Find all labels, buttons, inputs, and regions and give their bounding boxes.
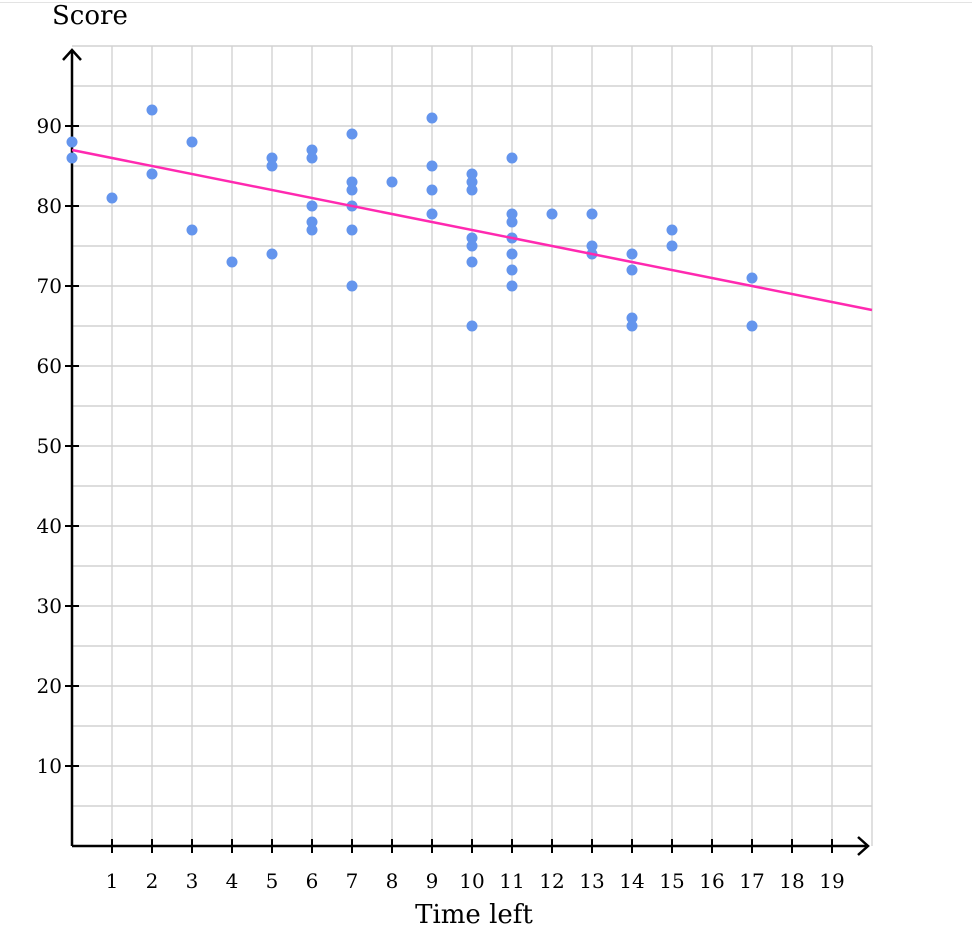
data-point: [346, 280, 358, 292]
data-point: [506, 248, 518, 260]
x-tick-label: 6: [306, 869, 319, 893]
y-tick-label: 20: [37, 674, 62, 698]
data-point: [146, 168, 158, 180]
data-point: [546, 208, 558, 220]
y-tick-label: 10: [37, 754, 62, 778]
y-tick-label: 30: [37, 594, 62, 618]
data-point: [466, 176, 478, 188]
data-point: [586, 240, 598, 252]
x-tick-label: 7: [346, 869, 359, 893]
x-tick-label: 4: [226, 869, 239, 893]
data-points: [66, 104, 758, 332]
data-point: [426, 208, 438, 220]
x-tick-label: 8: [386, 869, 399, 893]
y-tick-label: 70: [37, 274, 62, 298]
data-point: [346, 224, 358, 236]
y-tick-label: 80: [37, 194, 62, 218]
data-point: [66, 152, 78, 164]
data-point: [386, 176, 398, 188]
data-point: [306, 216, 318, 228]
axes: [62, 48, 870, 856]
y-tick-label: 60: [37, 354, 62, 378]
x-tick-label: 16: [699, 869, 724, 893]
y-ticks: 10 20 30 40 50 60 70 80 90: [37, 114, 79, 778]
data-point: [746, 320, 758, 332]
data-point: [506, 152, 518, 164]
data-point: [626, 264, 638, 276]
x-tick-label: 18: [779, 869, 804, 893]
data-point: [506, 216, 518, 228]
data-point: [426, 160, 438, 172]
trend-line-group: [71, 148, 873, 312]
data-point: [306, 152, 318, 164]
data-point: [626, 320, 638, 332]
y-tick-label: 90: [37, 114, 62, 138]
x-tick-label: 1: [106, 869, 119, 893]
data-point: [626, 248, 638, 260]
x-tick-label: 9: [426, 869, 439, 893]
data-point: [346, 184, 358, 196]
y-axis-arrow: [62, 48, 82, 61]
data-point: [666, 240, 678, 252]
x-ticks: 1 2 3 4 5 6 7 8 9 10 11 12 13 14 15 16 17 18 19: [106, 839, 845, 893]
x-tick-label: 3: [186, 869, 199, 893]
y-tick-label: 50: [37, 434, 62, 458]
data-point: [266, 160, 278, 172]
data-point: [306, 144, 318, 156]
y-axis-title: Score: [52, 1, 128, 31]
data-point: [266, 248, 278, 260]
data-point: [506, 264, 518, 276]
data-point: [466, 320, 478, 332]
data-point: [426, 184, 438, 196]
x-tick-label: 2: [146, 869, 159, 893]
y-tick-label: 40: [37, 514, 62, 538]
data-point: [666, 224, 678, 236]
data-point: [466, 240, 478, 252]
data-point: [146, 104, 158, 116]
x-tick-label: 11: [499, 869, 524, 893]
data-point: [306, 224, 318, 236]
data-point: [226, 256, 238, 268]
data-point: [466, 256, 478, 268]
x-tick-label: 13: [579, 869, 604, 893]
x-tick-label: 17: [739, 869, 764, 893]
data-point: [506, 208, 518, 220]
data-point: [346, 176, 358, 188]
top-divider: [0, 2, 972, 3]
data-point: [586, 208, 598, 220]
data-point: [746, 272, 758, 284]
x-axis-arrow: [857, 836, 870, 856]
x-axis-title: Time left: [415, 900, 533, 926]
x-tick-label: 12: [539, 869, 564, 893]
x-tick-label: 15: [659, 869, 684, 893]
data-point: [186, 136, 198, 148]
data-point: [266, 152, 278, 164]
data-point: [626, 312, 638, 324]
data-point: [346, 128, 358, 140]
x-tick-label: 5: [266, 869, 279, 893]
data-point: [466, 184, 478, 196]
data-point: [426, 112, 438, 124]
data-point: [106, 192, 118, 204]
x-tick-label: 10: [459, 869, 484, 893]
data-point: [66, 136, 78, 148]
data-point: [306, 200, 318, 212]
data-point: [466, 232, 478, 244]
x-tick-label: 19: [819, 869, 844, 893]
grid: [72, 45, 873, 846]
data-point: [506, 280, 518, 292]
x-tick-label: 14: [619, 869, 644, 893]
trend-line: [71, 148, 873, 312]
data-point: [466, 168, 478, 180]
data-point: [186, 224, 198, 236]
